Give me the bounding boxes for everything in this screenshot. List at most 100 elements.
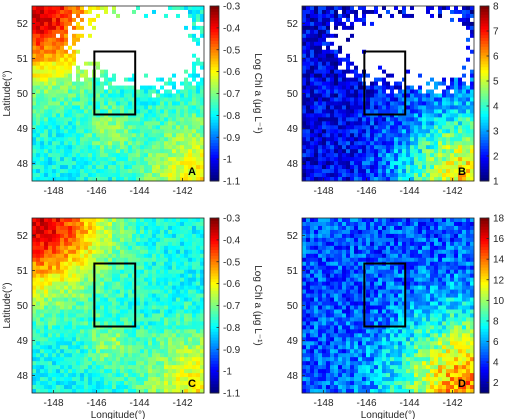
heatmap-cell [350, 77, 355, 82]
heatmap-cell [52, 109, 57, 114]
colorbar-segment [210, 131, 219, 135]
heatmap-cell [56, 269, 61, 275]
heatmap-cell [112, 81, 117, 86]
heatmap-cell [446, 133, 451, 138]
colorbar-tick-label: -0.5 [223, 45, 241, 56]
heatmap-cell [84, 65, 89, 71]
heatmap-cell [370, 29, 375, 35]
colorbar-segment [210, 154, 219, 159]
heatmap-cell [176, 173, 181, 178]
heatmap-cell [160, 289, 165, 294]
heatmap-cell [132, 29, 137, 35]
heatmap-cell [40, 233, 45, 239]
heatmap-cell [112, 141, 117, 146]
heatmap-cell [330, 133, 335, 138]
heatmap-cell [398, 77, 403, 82]
heatmap-cell [72, 289, 77, 294]
heatmap-cell [350, 121, 355, 126]
heatmap-cell [80, 269, 85, 275]
heatmap-cell [334, 85, 339, 90]
heatmap-cell [152, 33, 157, 39]
heatmap-cell [136, 225, 141, 231]
heatmap-cell [60, 273, 65, 279]
heatmap-cell [116, 21, 121, 27]
heatmap-cell [108, 29, 113, 35]
heatmap-cell [76, 261, 81, 267]
x-tick-label: -142 [172, 186, 192, 197]
heatmap-cell [152, 265, 157, 271]
heatmap-cell [124, 9, 129, 15]
heatmap-cell [314, 165, 319, 170]
heatmap-cell [374, 165, 379, 170]
heatmap-cell [52, 237, 57, 243]
heatmap-cell [354, 37, 359, 43]
heatmap-cell [124, 73, 129, 78]
heatmap-cell [338, 6, 343, 11]
heatmap-cell [196, 277, 201, 283]
heatmap-cell [176, 261, 181, 267]
heatmap-cell [422, 165, 427, 170]
colorbar-segment [480, 146, 489, 150]
heatmap-cell [394, 13, 399, 19]
heatmap-cell [302, 25, 307, 31]
heatmap-cell [160, 77, 165, 82]
heatmap-cell [446, 33, 451, 39]
heatmap-cell [60, 89, 65, 94]
heatmap-cell [176, 221, 181, 227]
heatmap-cell [470, 113, 475, 118]
heatmap-cell [152, 13, 157, 19]
colorbar-segment [210, 61, 219, 65]
heatmap-cell [148, 277, 153, 283]
heatmap-cell [140, 65, 145, 71]
heatmap-cell [80, 253, 85, 259]
heatmap-cell [60, 301, 65, 306]
heatmap-cell [156, 41, 161, 47]
heatmap-cell [172, 253, 177, 259]
heatmap-cell [108, 165, 113, 170]
heatmap-cell [172, 25, 177, 31]
heatmap-cell [462, 45, 467, 51]
heatmap-cell [60, 41, 65, 47]
heatmap-cell [84, 25, 89, 31]
heatmap-cell [96, 17, 101, 23]
heatmap-cell [378, 129, 383, 134]
heatmap-cell [100, 113, 105, 118]
heatmap-cell [164, 241, 169, 247]
heatmap-cell [76, 121, 81, 126]
heatmap-cell [330, 17, 335, 23]
heatmap-cell [136, 81, 141, 86]
heatmap-cell [108, 93, 113, 98]
heatmap-cell [414, 37, 419, 43]
heatmap-cell [454, 53, 459, 59]
heatmap-cell [176, 177, 181, 182]
heatmap-cell [108, 33, 113, 39]
heatmap-cell [48, 9, 53, 15]
heatmap-cell [466, 121, 471, 126]
heatmap-cell [96, 269, 101, 275]
heatmap-cell [100, 61, 105, 67]
heatmap-cell [160, 149, 165, 154]
heatmap-cell [342, 77, 347, 82]
heatmap-cell [334, 133, 339, 138]
heatmap-cell [128, 13, 133, 19]
heatmap-cell [116, 65, 121, 71]
heatmap-cell [88, 241, 93, 247]
heatmap-cell [132, 161, 137, 166]
colorbar-segment [480, 178, 489, 182]
heatmap-cell [394, 33, 399, 39]
heatmap-cell [354, 17, 359, 23]
heatmap-cell [80, 218, 85, 223]
heatmap-cell [172, 161, 177, 166]
heatmap-cell [32, 25, 37, 31]
heatmap-cell [418, 117, 423, 122]
heatmap-cell [36, 257, 41, 263]
heatmap-cell [36, 33, 41, 39]
heatmap-cell [434, 49, 439, 55]
heatmap-cell [434, 109, 439, 114]
heatmap-cell [410, 129, 415, 134]
heatmap-cell [442, 45, 447, 51]
heatmap-cell [132, 117, 137, 122]
heatmap-cell [188, 245, 193, 251]
heatmap-cell [390, 69, 395, 75]
heatmap-cell [466, 73, 471, 78]
